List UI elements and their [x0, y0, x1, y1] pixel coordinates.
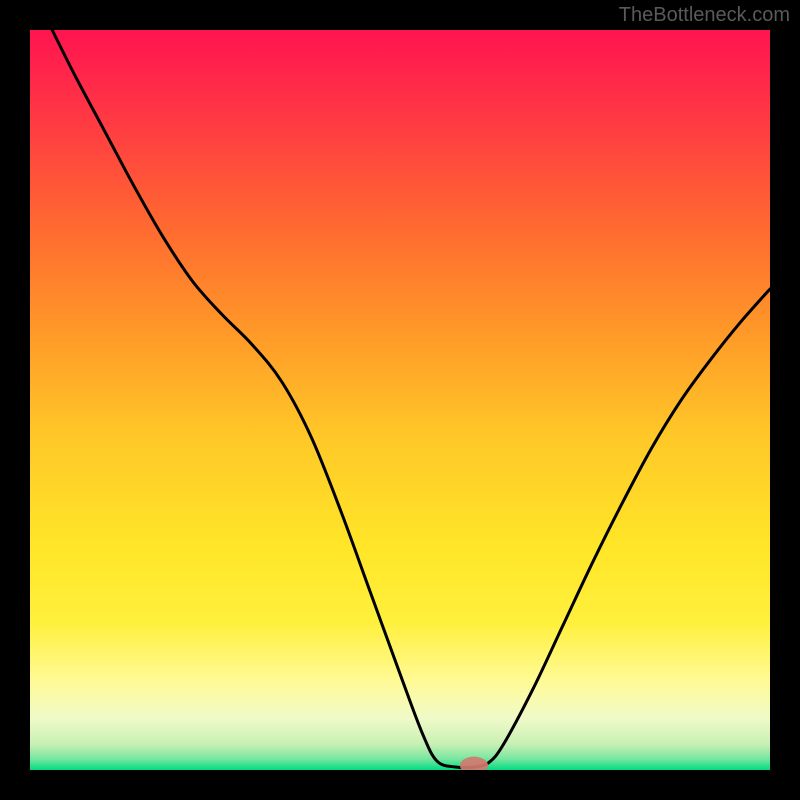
plot-frame	[30, 30, 770, 770]
watermark-text: TheBottleneck.com	[619, 4, 790, 27]
chart-container: TheBottleneck.com	[0, 0, 800, 800]
plot-svg	[30, 30, 770, 770]
gradient-background	[30, 30, 770, 770]
